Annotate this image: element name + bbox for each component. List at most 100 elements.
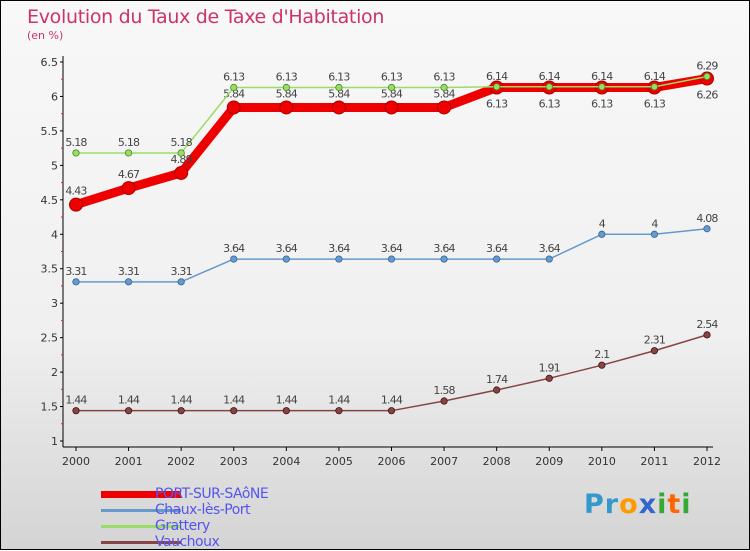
data-label: 3.31 <box>118 265 139 278</box>
data-point <box>387 83 396 92</box>
proxiti-logo: Proxiti <box>584 489 692 520</box>
x-tick-label: 2005 <box>325 455 353 468</box>
legend-label: Chaux-lès-Port <box>155 502 251 518</box>
logo-letter: r <box>604 489 620 520</box>
data-label: 5.84 <box>328 87 350 100</box>
data-label: 4.08 <box>696 212 718 225</box>
data-point <box>387 407 396 415</box>
data-label: 5.84 <box>276 87 298 100</box>
legend-label: Grattery <box>155 518 210 534</box>
data-point <box>545 83 553 91</box>
data-label: 6.14 <box>591 70 613 83</box>
y-tick-label: 2 <box>51 366 58 379</box>
data-point <box>440 83 448 92</box>
data-label: 5.18 <box>171 136 193 149</box>
legend-swatch <box>101 508 181 512</box>
data-point <box>335 83 343 92</box>
data-label: 3.64 <box>328 242 350 255</box>
x-tick-label: 2012 <box>693 455 721 468</box>
data-label: 4 <box>651 217 658 230</box>
logo-letter: i <box>681 489 692 520</box>
chart-title: Evolution du Taux de Taxe d'Habitation <box>27 6 385 28</box>
data-point <box>493 83 501 91</box>
x-tick-label: 2001 <box>115 455 143 468</box>
data-label: 3.64 <box>539 242 561 255</box>
series-grattery: 5.18 5.18 5.18 6.13 6.13 6.13 6.13 6.13 6.14 6.14… <box>65 59 719 157</box>
data-label: 6.13 <box>644 97 666 110</box>
data-label: 3.64 <box>223 242 245 255</box>
data-label: 5.84 <box>433 87 455 100</box>
legend-swatch <box>101 540 181 544</box>
y-tick-label: 5.5 <box>41 125 59 138</box>
y-tick-label: 4.5 <box>41 194 59 207</box>
data-point <box>598 361 606 369</box>
data-point <box>226 100 241 115</box>
x-tick-label: 2011 <box>640 455 668 468</box>
data-point <box>282 407 290 415</box>
x-tick-label: 2002 <box>167 455 195 468</box>
data-label: 6.29 <box>696 59 718 72</box>
logo-letter: P <box>584 489 605 520</box>
legend-label: Vauchoux <box>155 534 220 550</box>
data-point <box>230 255 238 263</box>
data-point <box>598 83 606 91</box>
logo-letter: x <box>638 489 658 520</box>
data-label: 6.14 <box>644 70 666 83</box>
data-label: 3.64 <box>381 242 403 255</box>
x-tick-label: 2007 <box>430 455 458 468</box>
data-label: 1.44 <box>118 394 140 407</box>
data-point <box>703 225 711 233</box>
data-point <box>384 100 399 115</box>
data-point <box>545 374 553 382</box>
data-label: 3.31 <box>171 265 192 278</box>
data-label: 1.44 <box>171 394 193 407</box>
data-point <box>72 407 80 415</box>
data-point <box>174 165 189 180</box>
data-label: 3.64 <box>276 242 298 255</box>
data-label: 1.91 <box>539 361 560 374</box>
data-point <box>230 83 238 92</box>
data-label: 3.64 <box>433 242 455 255</box>
data-point <box>72 278 80 286</box>
x-tick-label: 2009 <box>535 455 563 468</box>
data-label: 6.13 <box>486 97 508 110</box>
data-label: 3.31 <box>65 265 86 278</box>
data-label: 2.1 <box>594 348 609 361</box>
y-tick-label: 1.5 <box>41 401 59 414</box>
data-label: 6.13 <box>381 70 403 83</box>
x-tick-label: 2000 <box>62 455 90 468</box>
data-label: 1.44 <box>381 394 403 407</box>
series-port-sur-sa-ne: 4.43 4.67 4.89 5.84 5.84 5.84 5.84 5.84 6.13 6.13… <box>65 71 719 212</box>
data-point <box>69 197 83 212</box>
data-point <box>598 230 606 238</box>
series-chaux-l-s-port: 3.31 3.31 3.31 3.64 3.64 3.64 3.64 3.64 3.64 3.64… <box>65 212 719 286</box>
data-label: 6.14 <box>486 70 508 83</box>
data-point <box>121 181 136 196</box>
logo-letter: i <box>657 489 668 520</box>
data-label: 1.44 <box>223 394 245 407</box>
data-point <box>124 407 133 415</box>
data-point <box>493 255 501 263</box>
data-point <box>650 230 659 238</box>
data-label: 6.13 <box>328 70 350 83</box>
chart-subtitle: (en %) <box>27 29 64 42</box>
data-point <box>282 83 290 92</box>
data-label: 6.13 <box>223 70 245 83</box>
y-tick-label: 3.5 <box>41 263 59 276</box>
data-label: 6.13 <box>276 70 298 83</box>
data-point <box>331 100 346 115</box>
data-point <box>440 255 448 263</box>
data-label: 5.84 <box>381 87 403 100</box>
data-label: 6.13 <box>433 70 455 83</box>
y-tick-label: 4 <box>51 228 58 241</box>
data-label: 4.67 <box>118 168 140 181</box>
data-point <box>650 83 659 91</box>
data-label: 1.58 <box>433 384 455 397</box>
logo-letter: t <box>667 489 682 520</box>
data-point <box>124 149 133 157</box>
logo-letter: o <box>619 489 639 520</box>
legend-swatch <box>101 524 181 528</box>
data-label: 5.18 <box>118 136 140 149</box>
data-label: 1.74 <box>486 373 508 386</box>
